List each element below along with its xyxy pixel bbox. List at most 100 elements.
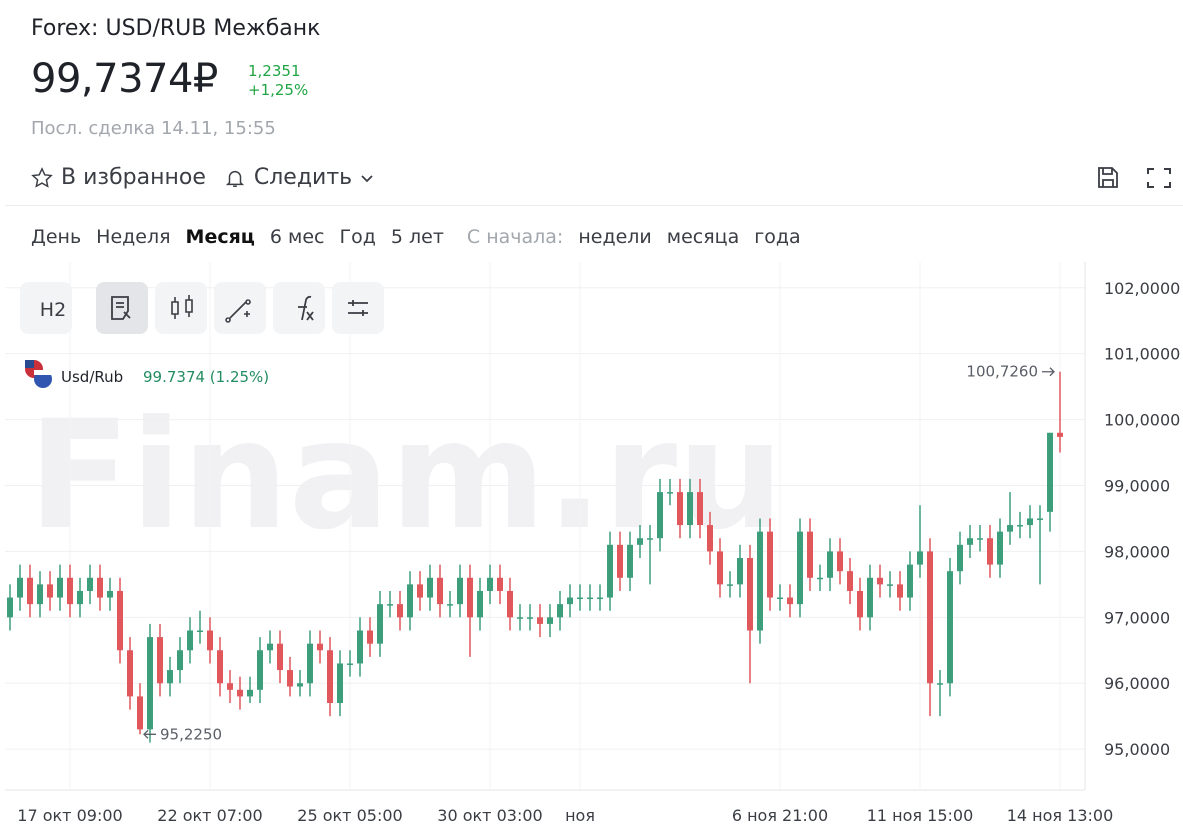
candle-body [797, 531, 803, 605]
candle-body [727, 584, 733, 586]
period-tab[interactable]: Месяц [185, 226, 255, 248]
period-tab[interactable]: День [31, 226, 82, 248]
candle-body [67, 577, 73, 605]
candle-body [937, 683, 943, 685]
actions: В избранное Следить [31, 165, 374, 190]
candle-body [477, 590, 483, 618]
legend-quote: 99.7374 (1.25%) [143, 368, 269, 386]
tool-button[interactable] [20, 282, 72, 334]
candle-body [387, 604, 393, 606]
favorite-label: В избранное [61, 165, 206, 190]
candle-body [887, 584, 893, 586]
candle-body [107, 590, 113, 598]
tool-button[interactable] [332, 282, 384, 334]
candle-body [737, 558, 743, 585]
candle-body [247, 689, 253, 697]
flag-ru-top [34, 370, 52, 375]
candle-body [117, 590, 123, 651]
change-abs: 1,2351 [248, 62, 301, 80]
candle-body [597, 597, 603, 600]
candle-body [747, 558, 753, 631]
x-tick-label: 30 окт 03:00 [437, 806, 542, 825]
toolbar: H2 [20, 282, 384, 334]
candle-body [157, 637, 163, 684]
candle-body [957, 544, 963, 572]
candle-body [267, 643, 273, 651]
since-tab[interactable]: недели [578, 226, 652, 248]
x-tick-label: 14 ноя 13:00 [1007, 806, 1114, 825]
candle-body [997, 531, 1003, 565]
since-tab[interactable]: месяца [666, 226, 740, 248]
candle-body [1007, 525, 1013, 532]
y-tick-label: 100,0000 [1104, 411, 1180, 430]
candle-body [227, 683, 233, 690]
bell-icon [225, 170, 244, 187]
x-tick-label: 22 окт 07:00 [157, 806, 262, 825]
title: Forex: USD/RUB Межбанк [31, 16, 321, 41]
interval-label: H2 [40, 299, 66, 321]
flag-us-canton [25, 360, 34, 368]
candle-body [867, 577, 873, 618]
candle-body [757, 531, 763, 631]
period-tab[interactable]: Неделя [96, 226, 171, 248]
watermark: Finam.ru [28, 389, 784, 563]
candle-body [237, 689, 243, 697]
candle-body [767, 531, 773, 598]
period-tab[interactable]: Год [339, 226, 376, 248]
candle-body [627, 544, 633, 578]
candle-body [207, 630, 213, 651]
candle-body [547, 617, 553, 624]
candle-body [447, 604, 453, 606]
fullscreen-icon[interactable] [1147, 168, 1171, 188]
candle-body [187, 630, 193, 651]
arrow [1042, 367, 1055, 377]
candle-body [77, 590, 83, 605]
candle-body [47, 584, 53, 598]
tool-icon [171, 295, 193, 319]
save-icon[interactable] [1098, 167, 1118, 188]
candle-body [297, 683, 303, 687]
candle-body [37, 584, 43, 605]
candle-body [467, 577, 473, 618]
candle-body [1027, 518, 1033, 526]
candle-body [717, 551, 723, 585]
since-tab[interactable]: года [754, 226, 801, 248]
extreme-label: 100,7260 [966, 363, 1038, 381]
x-tick-label: 11 ноя 15:00 [867, 806, 974, 825]
candle-body [617, 544, 623, 578]
candle-body [17, 577, 23, 598]
x-tick-label: ноя [565, 806, 595, 825]
candle-body [307, 643, 313, 684]
period-tab[interactable]: 6 мес [269, 226, 325, 248]
candle-body [837, 551, 843, 572]
follow-button[interactable]: Следить [224, 165, 374, 190]
candle-body [397, 604, 403, 618]
candle-body [347, 663, 353, 665]
candle-body [57, 577, 63, 598]
period-tab[interactable]: 5 лет [390, 226, 444, 248]
candle-body [877, 577, 883, 585]
tool-button[interactable] [155, 282, 207, 334]
change-pct: +1,25% [248, 81, 309, 99]
candle-body [967, 538, 973, 545]
candle-body [147, 637, 153, 730]
candle-body [637, 538, 643, 545]
candle-body [177, 650, 183, 671]
candle-body [457, 577, 463, 605]
candle-body [97, 577, 103, 598]
candle-body [777, 597, 783, 600]
candle-body [687, 492, 693, 526]
candle-body [567, 597, 573, 605]
candle-body [1057, 432, 1063, 437]
y-tick-label: 97,0000 [1104, 608, 1170, 627]
tool-icon [348, 300, 368, 316]
candle-body [517, 617, 523, 619]
change: 1,2351 +1,25% [248, 62, 308, 100]
candle-body [697, 492, 703, 526]
tool-button[interactable] [96, 282, 148, 334]
candle-body [847, 571, 853, 591]
candle-body [407, 584, 413, 618]
tool-button[interactable] [273, 282, 325, 334]
legend-symbol: Usd/Rub [61, 368, 123, 386]
favorite-button[interactable]: В избранное [31, 165, 206, 190]
